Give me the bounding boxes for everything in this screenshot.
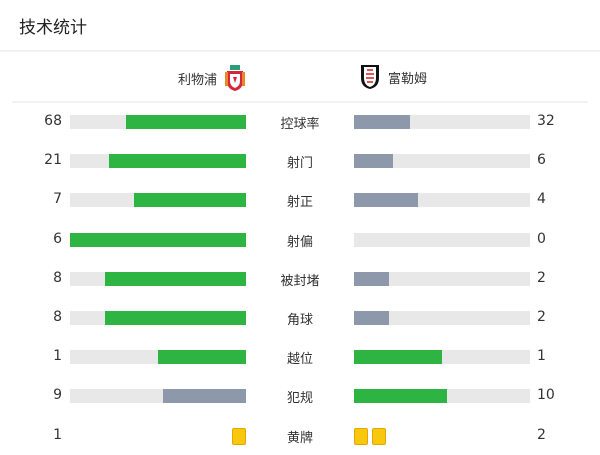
stat-label: 射正 [286, 195, 313, 211]
away-bar-fill [354, 271, 390, 286]
stat-label: 射偏 [286, 234, 313, 250]
stat-row: 9 犯规 10 [0, 386, 600, 406]
away-value: 4 [537, 191, 546, 208]
home-bar-track [70, 115, 246, 129]
home-value: 6 [53, 230, 62, 247]
home-value: 68 [44, 113, 62, 129]
stat-row: 7 射正 4 [0, 190, 600, 210]
away-team[interactable]: 富勒姆 [360, 64, 427, 90]
home-bar-track [70, 154, 246, 169]
away-value: 1 [537, 348, 546, 365]
home-bar-track [70, 389, 246, 404]
away-bar-fill [354, 350, 442, 365]
home-value: 1 [53, 348, 62, 365]
stat-row: 1 越位 1 [0, 347, 600, 367]
yellow-card-icon [354, 427, 368, 445]
section-title: 技术统计 [19, 18, 87, 38]
stat-label: 被封堵 [280, 273, 320, 289]
home-bar-fill [134, 193, 246, 208]
away-bar-fill [354, 311, 390, 325]
away-bar-track [354, 232, 530, 247]
away-value: 0 [537, 230, 546, 247]
away-value: 2 [537, 426, 546, 443]
home-bar-fill [109, 154, 246, 169]
home-bar-track [70, 350, 246, 365]
away-team-name: 富勒姆 [388, 71, 428, 87]
home-value: 21 [44, 152, 62, 169]
away-bar-track [354, 350, 530, 365]
home-bar-track [70, 232, 246, 247]
away-value: 10 [537, 387, 555, 404]
stat-label: 犯规 [286, 391, 313, 407]
home-bar-fill [162, 389, 246, 404]
stat-row: 6 射偏 0 [0, 230, 600, 250]
divider [12, 101, 588, 103]
away-bar-track [354, 271, 530, 286]
home-bar-fill [105, 311, 246, 325]
home-value: 1 [53, 426, 62, 443]
stat-row: 8 角球 2 [0, 308, 600, 328]
away-value: 32 [537, 113, 555, 129]
yellow-card-icon [232, 427, 246, 445]
home-value: 8 [53, 309, 62, 325]
divider [0, 50, 600, 52]
away-bar-fill [354, 389, 447, 404]
away-bar-fill [354, 115, 411, 129]
away-value: 2 [537, 309, 546, 325]
home-team[interactable]: 利物浦 [178, 64, 245, 92]
home-bar-track [70, 311, 246, 325]
stat-label: 越位 [286, 352, 313, 368]
home-bar-track [70, 271, 246, 286]
away-value: 2 [537, 269, 546, 286]
away-value: 6 [537, 152, 546, 169]
away-bar-fill [354, 193, 418, 208]
home-value: 8 [53, 269, 62, 286]
away-bar-track [354, 193, 530, 208]
home-bar-fill [126, 115, 246, 129]
home-value: 9 [53, 387, 62, 404]
fulham-crest-icon [361, 65, 379, 89]
home-bar-fill [105, 271, 246, 286]
home-bar-fill [70, 232, 246, 247]
stat-label: 角球 [286, 313, 313, 328]
away-bar-track [354, 115, 530, 129]
stat-label: 黄牌 [286, 430, 313, 446]
stat-row: 1 黄牌 2 [0, 426, 600, 446]
home-bar-fill [158, 350, 246, 365]
away-bar-fill [354, 154, 394, 169]
yellow-card-icon [372, 427, 386, 445]
stat-row: 21 射门 6 [0, 151, 600, 171]
stat-row: 68 控球率 32 [0, 112, 600, 132]
away-bar-track [354, 389, 530, 404]
stat-row: 8 被封堵 2 [0, 269, 600, 289]
stat-label: 控球率 [280, 117, 320, 132]
stat-label: 射门 [286, 156, 313, 172]
away-bar-track [354, 311, 530, 325]
liverpool-crest-icon [225, 65, 245, 91]
home-bar-track [70, 193, 246, 208]
away-bar-track [354, 154, 530, 169]
home-value: 7 [53, 191, 62, 208]
home-team-name: 利物浦 [177, 72, 217, 88]
